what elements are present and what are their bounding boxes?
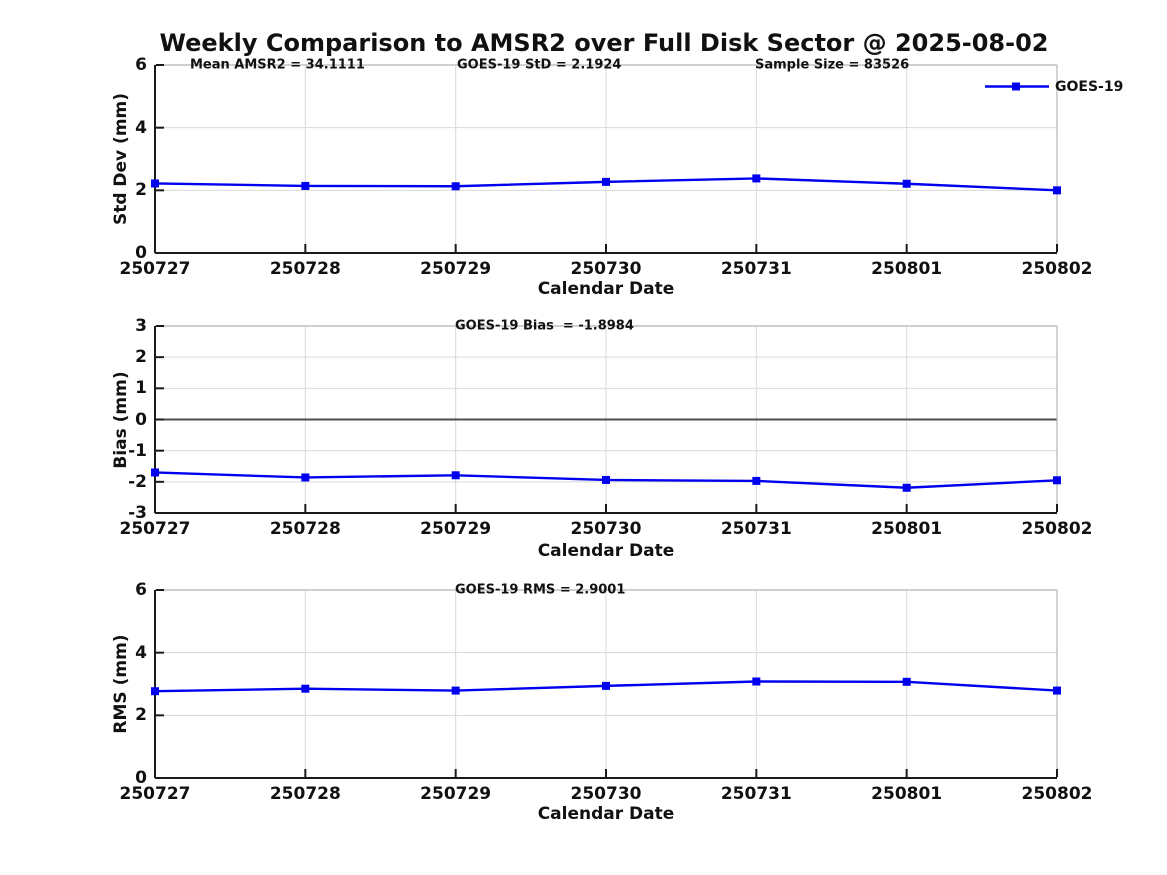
bias-ytick-label: -3 [128,503,147,523]
stddev-xtick-label: 250802 [1021,259,1093,279]
stddev-ytick-label: 6 [135,55,147,75]
rms-data-point-marker [1053,686,1061,695]
rms-y-axis-label: RMS (mm) [111,634,131,734]
stddev-xtick-label: 250728 [269,259,341,279]
stddev-xtick-label: 250727 [119,259,191,279]
legend-label: GOES-19 [1055,79,1124,95]
rms-xtick-label: 250731 [720,784,792,804]
bias-annotation: GOES-19 Bias = -1.8984 [455,318,634,334]
rms-ytick-label: 4 [135,642,147,663]
rms-annotation: GOES-19 RMS = 2.9001 [455,582,626,598]
bias-data-point-marker [602,475,610,484]
bias-ytick-label: 1 [135,378,147,399]
bias-xtick-label: 250727 [119,519,191,539]
stddev-data-point-marker [301,181,310,190]
bias-data-point-marker [151,468,159,477]
rms-xtick-label: 250730 [570,784,642,804]
legend-marker-swatch [1012,82,1020,91]
stddev-data-point-marker [602,177,610,186]
bias-xtick-label: 250801 [871,519,943,539]
stddev-data-point-marker [451,182,460,191]
rms-xtick-label: 250727 [119,784,191,804]
stddev-x-axis-label: Calendar Date [537,279,675,299]
stddev-annotation: Sample Size = 83526 [755,57,910,73]
bias-ytick-label: 2 [135,347,147,368]
rms-ytick-label: 0 [135,768,147,788]
bias-xtick-label: 250802 [1021,519,1093,539]
figure-title: Weekly Comparison to AMSR2 over Full Dis… [159,29,1049,57]
bias-data-point-marker [1053,476,1061,485]
rms-data-point-marker [902,677,911,686]
bias-ytick-label: 0 [135,409,147,430]
rms-data-point-marker [451,686,460,695]
bias-xtick-label: 250731 [720,519,792,539]
stddev-annotation: Mean AMSR2 = 34.1111 [190,57,365,73]
rms-xtick-label: 250802 [1021,784,1093,804]
rms-data-point-marker [752,677,761,686]
rms-xtick-label: 250728 [269,784,341,804]
bias-ytick-label: -2 [128,471,147,492]
bias-data-point-marker [902,483,911,492]
stddev-ytick-label: 0 [135,243,147,263]
rms-xtick-label: 250801 [871,784,943,804]
rms-data-point-marker [301,684,310,693]
stddev-data-point-marker [752,174,761,183]
stddev-ytick-label: 2 [135,180,147,201]
stddev-xtick-label: 250801 [871,259,943,279]
stddev-data-point-marker [902,179,911,188]
stddev-data-point-marker [151,179,159,188]
bias-xtick-label: 250730 [570,519,642,539]
bias-xtick-label: 250729 [420,519,492,539]
stddev-xtick-label: 250729 [420,259,492,279]
stddev-xtick-label: 250730 [570,259,642,279]
rms-ytick-label: 2 [135,705,147,726]
stddev-annotation: GOES-19 StD = 2.1924 [457,57,622,73]
bias-data-point-marker [301,473,310,482]
stddev-y-axis-label: Std Dev (mm) [111,92,131,226]
rms-xtick-label: 250729 [420,784,492,804]
bias-data-point-marker [451,471,460,480]
stddev-data-point-marker [1053,186,1061,195]
rms-data-point-marker [151,687,159,696]
bias-x-axis-label: Calendar Date [537,541,675,561]
stddev-ytick-label: 4 [135,117,147,138]
rms-x-axis-label: Calendar Date [537,804,675,824]
bias-data-point-marker [752,476,761,485]
bias-xtick-label: 250728 [269,519,341,539]
bias-ytick-label: 3 [135,316,147,336]
rms-ytick-label: 6 [135,580,147,600]
bias-ytick-label: -1 [128,440,147,461]
stddev-xtick-label: 250731 [720,259,792,279]
rms-data-point-marker [602,681,610,690]
